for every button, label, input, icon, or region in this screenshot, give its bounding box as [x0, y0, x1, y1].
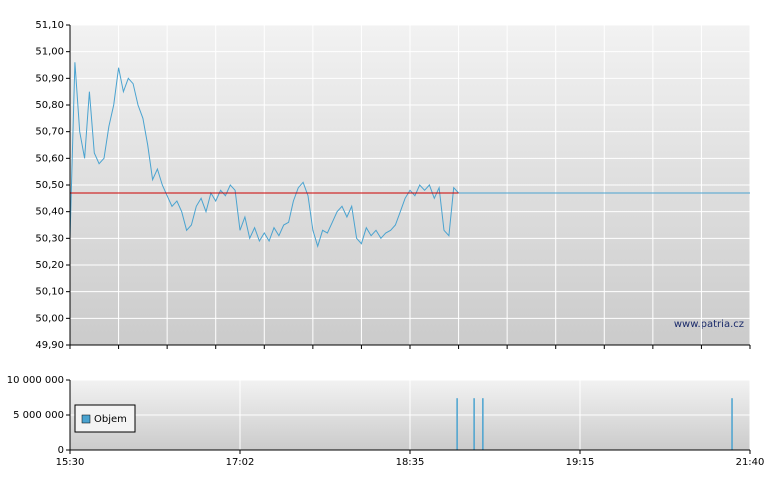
- y-tick-label: 50,90: [35, 73, 64, 84]
- y-tick-label: 50,60: [35, 153, 64, 164]
- legend-label: Objem: [94, 414, 127, 425]
- y-tick-label: 50,40: [35, 207, 64, 218]
- y-tick-label: 51,00: [35, 47, 64, 58]
- x-tick-label: 15:30: [56, 457, 85, 468]
- volume-bar: [456, 398, 458, 450]
- volume-bar: [473, 398, 475, 450]
- y-tick-label: 50,30: [35, 233, 64, 244]
- x-tick-label: 19:15: [566, 457, 595, 468]
- legend: Objem: [74, 404, 136, 433]
- watermark: www.patria.cz: [674, 319, 744, 330]
- y-tick-label: 0: [58, 445, 64, 456]
- y-tick-label: 51,10: [35, 20, 64, 31]
- y-tick-label: 5 000 000: [13, 410, 64, 421]
- y-tick-label: 50,50: [35, 180, 64, 191]
- volume-bar: [482, 398, 484, 450]
- x-tick-label: 21:40: [736, 457, 765, 468]
- x-tick-label: 18:35: [396, 457, 425, 468]
- y-tick-label: 49,90: [35, 340, 64, 351]
- price-line: [69, 62, 459, 249]
- y-tick-label: 50,10: [35, 287, 64, 298]
- y-tick-label: 50,80: [35, 100, 64, 111]
- y-tick-label: 10 000 000: [7, 375, 64, 386]
- x-tick-label: 17:02: [226, 457, 255, 468]
- y-tick-label: 50,70: [35, 127, 64, 138]
- volume-bar: [731, 398, 733, 450]
- y-tick-label: 50,20: [35, 260, 64, 271]
- legend-swatch: [81, 414, 91, 424]
- y-tick-label: 50,00: [35, 313, 64, 324]
